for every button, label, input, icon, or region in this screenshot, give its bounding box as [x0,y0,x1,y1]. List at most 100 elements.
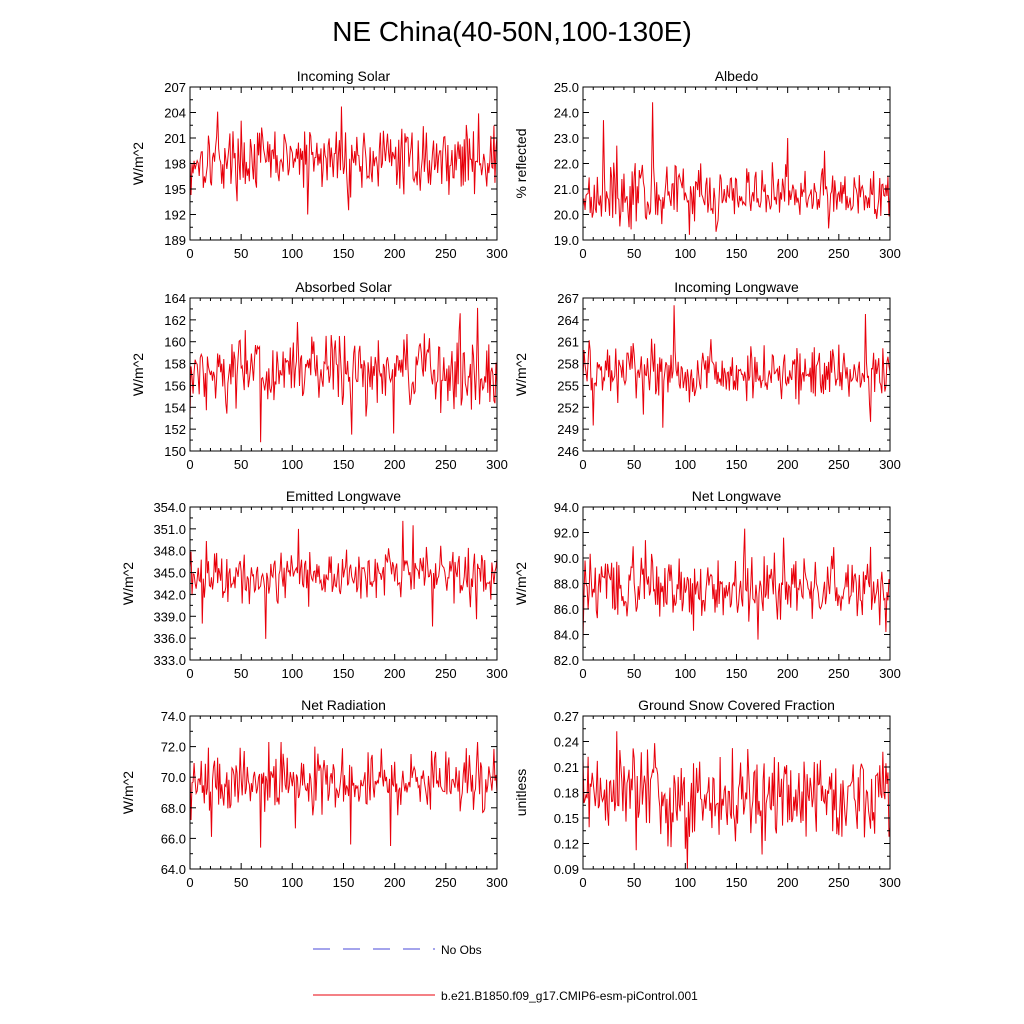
y-tick-label: 64.0 [161,862,186,877]
x-tick-label: 300 [486,457,508,472]
y-tick-label: 22.0 [554,157,579,172]
y-tick-label: 160 [164,335,186,350]
y-tick-label: 207 [164,80,186,95]
y-tick-label: 0.09 [554,862,579,877]
panel-title: Absorbed Solar [295,279,392,295]
x-tick-label: 300 [879,666,901,681]
y-tick-label: 70.0 [161,770,186,785]
y-tick-label: 336.0 [153,631,186,646]
series-line [582,731,891,870]
y-tick-label: 88.0 [554,577,579,592]
y-tick-label: 246 [557,444,579,459]
x-tick-label: 100 [674,666,696,681]
x-tick-label: 150 [726,457,748,472]
x-tick-label: 0 [186,666,193,681]
y-tick-label: 84.0 [554,628,579,643]
x-tick-label: 200 [384,666,406,681]
x-tick-label: 250 [435,246,457,261]
x-tick-label: 50 [234,246,248,261]
y-tick-label: 267 [557,291,579,306]
x-tick-label: 0 [579,246,586,261]
y-tick-label: 0.18 [554,786,579,801]
y-tick-label: 162 [164,313,186,328]
x-tick-label: 100 [674,246,696,261]
panel-ground-snow-covered-fraction: 0 50 100 150 200 250 300 0.09 0.12 0.15 0.18 0.21 0.… [513,697,901,890]
x-tick-label: 250 [435,666,457,681]
x-tick-label: 200 [777,457,799,472]
figure-title: NE China(40-50N,100-130E) [332,16,692,47]
panel-title: Ground Snow Covered Fraction [638,697,835,713]
x-tick-label: 150 [333,457,355,472]
legend: No Obs b.e21.B1850.f09_g17.CMIP6-esm-piC… [313,943,698,1003]
panels: 0 50 100 150 200 250 300 189 192 195 198 201 204 207 I… [120,68,901,890]
x-tick-label: 200 [777,666,799,681]
panel-net-radiation: 0 50 100 150 200 250 300 64.0 66.0 68.0 70.0 72.0 74… [120,697,508,890]
panel-title: Net Radiation [301,697,386,713]
y-tick-label: 92.0 [554,526,579,541]
x-tick-label: 50 [234,875,248,890]
x-tick-label: 250 [828,666,850,681]
x-tick-label: 250 [435,457,457,472]
y-axis-label: W/m^2 [513,562,529,605]
x-tick-label: 100 [674,875,696,890]
y-axis-label: W/m^2 [130,142,146,185]
x-tick-label: 250 [435,875,457,890]
y-tick-label: 249 [557,422,579,437]
panel-title: Emitted Longwave [286,488,401,504]
x-tick-label: 150 [333,875,355,890]
x-tick-label: 200 [384,246,406,261]
x-tick-label: 150 [333,246,355,261]
x-tick-label: 300 [486,246,508,261]
y-axis-label: W/m^2 [513,353,529,396]
x-tick-label: 150 [726,246,748,261]
series-line [582,528,891,641]
y-axis-label: unitless [513,769,529,816]
panel-absorbed-solar: 0 50 100 150 200 250 300 150 152 154 156 158 160 162 1… [130,279,508,472]
y-tick-label: 252 [557,400,579,415]
x-tick-label: 100 [281,875,303,890]
y-tick-label: 195 [164,182,186,197]
y-tick-label: 201 [164,131,186,146]
y-tick-label: 24.0 [554,106,579,121]
x-tick-label: 200 [384,875,406,890]
y-tick-label: 351.0 [153,522,186,537]
x-tick-label: 300 [879,875,901,890]
y-tick-label: 94.0 [554,500,579,515]
y-axis-label: W/m^2 [130,353,146,396]
x-tick-label: 100 [281,246,303,261]
x-tick-label: 50 [234,666,248,681]
x-tick-label: 300 [879,246,901,261]
x-tick-label: 0 [579,457,586,472]
y-tick-label: 20.0 [554,208,579,223]
x-tick-label: 0 [186,246,193,261]
x-tick-label: 300 [486,666,508,681]
y-tick-label: 0.12 [554,837,579,852]
x-tick-label: 150 [333,666,355,681]
y-tick-label: 25.0 [554,80,579,95]
y-tick-label: 74.0 [161,709,186,724]
y-tick-label: 0.15 [554,811,579,826]
x-tick-label: 100 [674,457,696,472]
panel-title: Incoming Solar [297,68,391,84]
x-tick-label: 150 [726,875,748,890]
x-tick-label: 300 [879,457,901,472]
y-tick-label: 0.27 [554,709,579,724]
x-tick-label: 300 [486,875,508,890]
x-tick-label: 200 [384,457,406,472]
y-tick-label: 152 [164,422,186,437]
legend-model-label: b.e21.B1850.f09_g17.CMIP6-esm-piControl.… [441,989,698,1003]
x-tick-label: 250 [828,246,850,261]
x-tick-label: 0 [186,875,193,890]
y-tick-label: 258 [557,357,579,372]
y-tick-label: 150 [164,444,186,459]
series-line [582,102,891,235]
y-tick-label: 23.0 [554,131,579,146]
y-tick-label: 164 [164,291,186,306]
x-tick-label: 250 [828,875,850,890]
x-tick-label: 200 [777,246,799,261]
y-tick-label: 255 [557,378,579,393]
y-tick-label: 68.0 [161,801,186,816]
x-tick-label: 50 [627,875,641,890]
x-tick-label: 0 [579,666,586,681]
